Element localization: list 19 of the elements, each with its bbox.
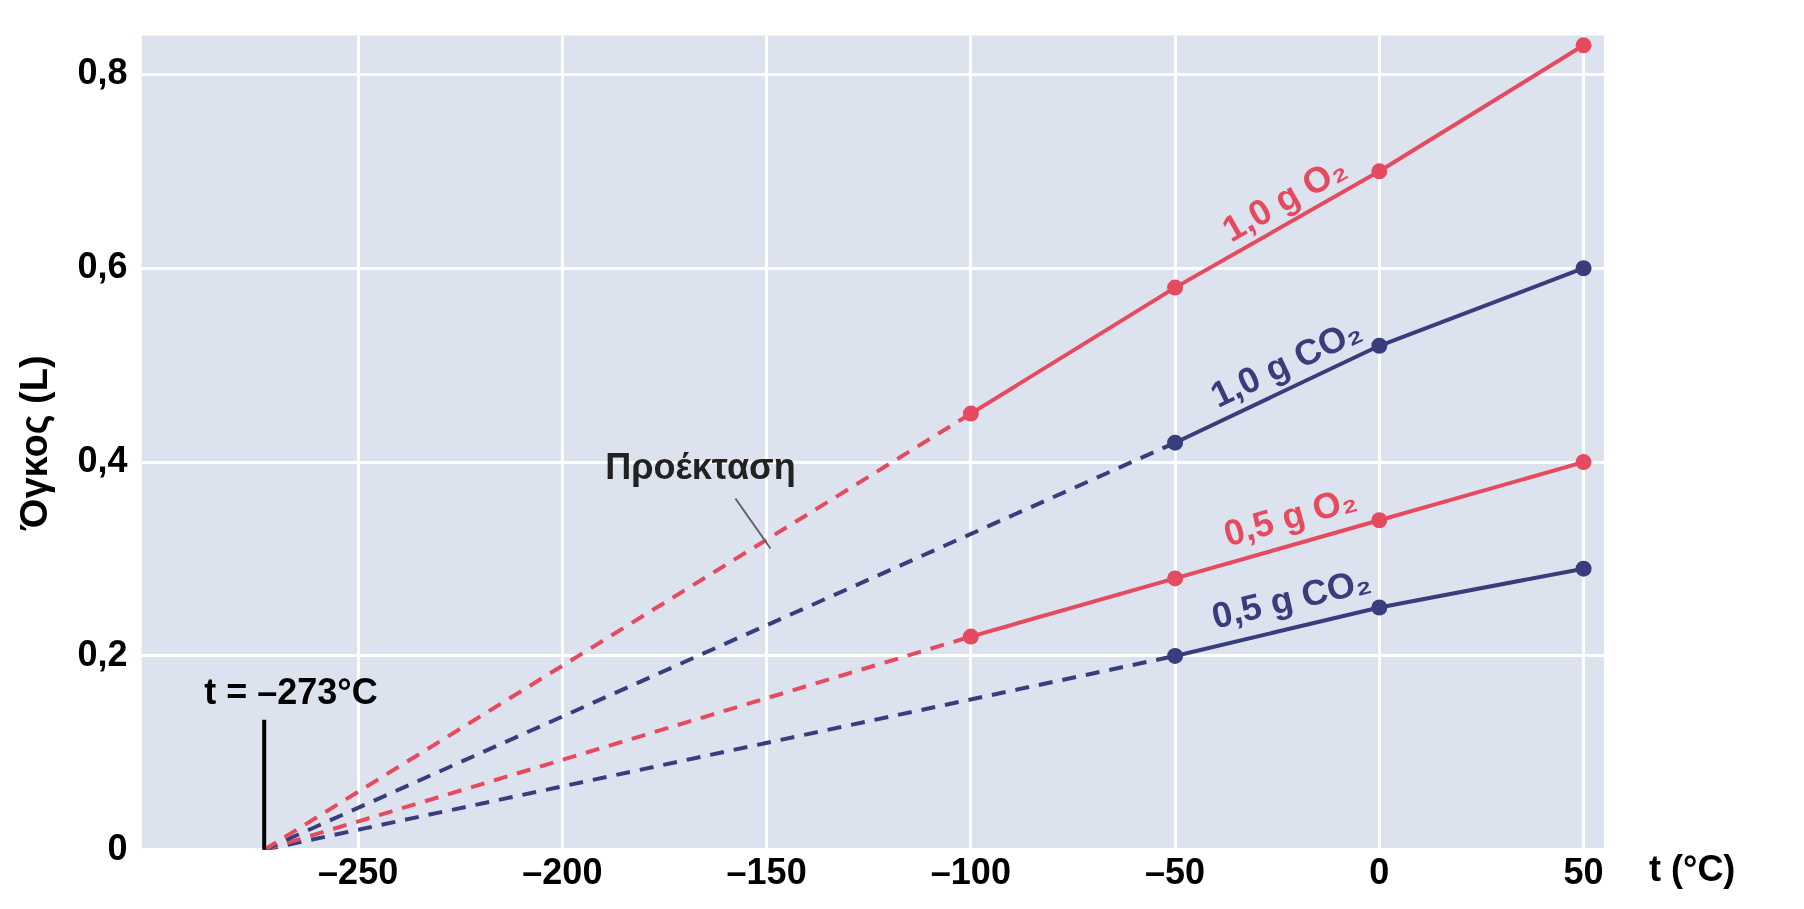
x-tick-label: 0	[1369, 851, 1390, 893]
x-tick-label: 50	[1563, 851, 1604, 893]
text: 1,0 g O₂	[1214, 146, 1354, 250]
y-tick-label: 0,4	[77, 439, 128, 481]
annotation: Προέκταση	[605, 445, 796, 487]
x-tick-label: –150	[726, 851, 807, 893]
y-tick-label: 0,2	[77, 632, 128, 674]
x-tick-label: –50	[1145, 851, 1206, 893]
text: 0,5 g CO₂	[1207, 559, 1375, 637]
x-tick-label: –200	[522, 851, 603, 893]
x-tick-label: –100	[930, 851, 1011, 893]
y-axis-title: Όγκος (L)	[13, 355, 56, 531]
text: 0,5 g O₂	[1218, 477, 1361, 555]
x-tick-label: –250	[318, 851, 399, 893]
text: 1,0 g CO₂	[1203, 308, 1368, 416]
ref-line-label: t = –273°C	[204, 670, 378, 712]
y-tick-label: 0,8	[77, 51, 128, 93]
x-axis-title: t (°C)	[1649, 847, 1736, 889]
y-tick-label: 0,6	[77, 245, 128, 287]
